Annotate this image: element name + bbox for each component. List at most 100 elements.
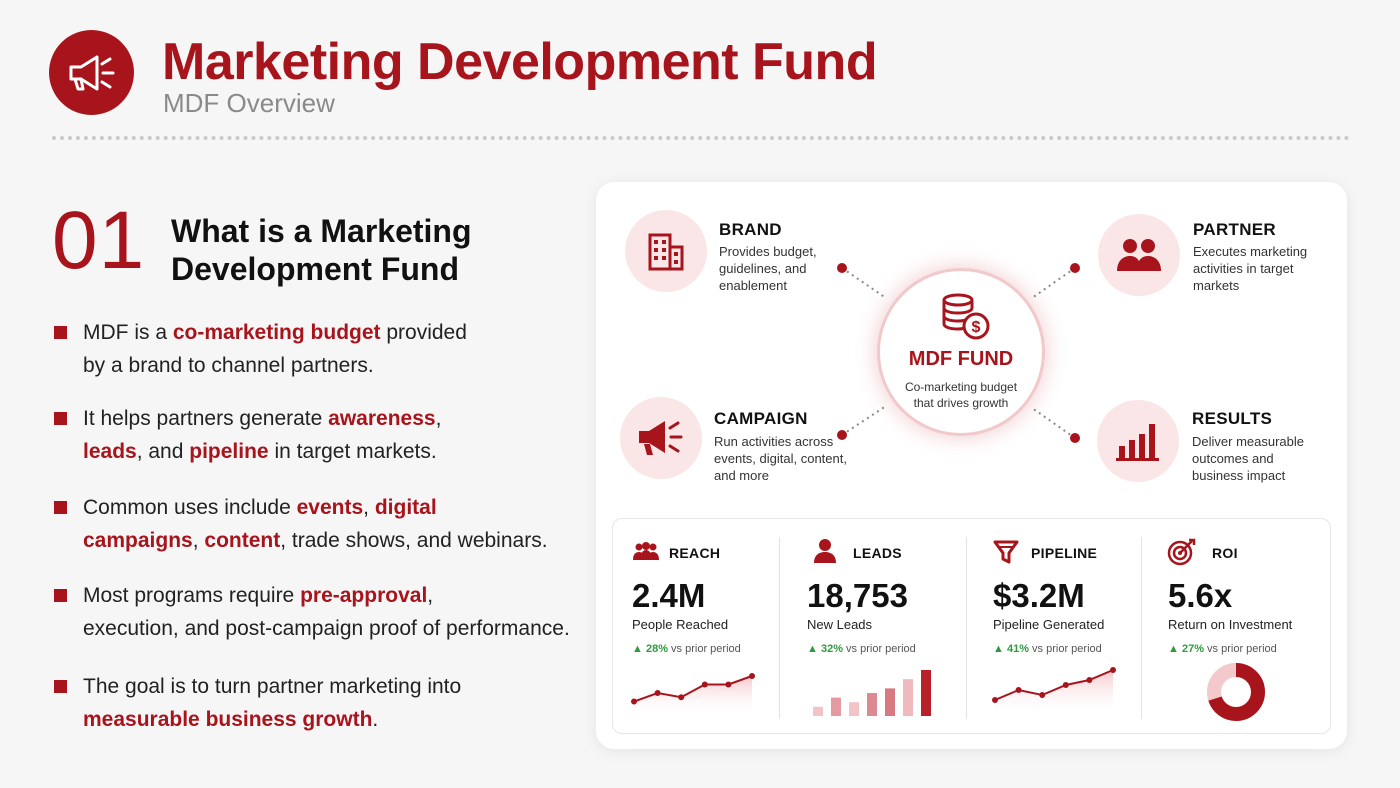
bullet-highlight: campaigns: [83, 529, 193, 552]
roi-change: ▲ 27% vs prior period: [1168, 643, 1277, 655]
funnel-icon: [993, 540, 1019, 564]
sparkline-point: [701, 681, 708, 688]
bullet-highlight: digital: [374, 496, 437, 519]
up-arrow-icon: ▲: [807, 643, 818, 655]
results-node-desc: Deliver measurable outcomes and business…: [1192, 433, 1332, 484]
pipeline-change-suffix: vs prior period: [1032, 643, 1102, 655]
bullet-highlight: leads: [83, 440, 137, 463]
bullet-segment: Most programs require: [83, 584, 301, 607]
bullet-line: Common uses include events, digital: [83, 491, 573, 524]
bar-chart-icon: [1116, 424, 1159, 461]
building-icon: [648, 233, 684, 271]
sparkline-point: [992, 697, 998, 703]
people-icon: [633, 542, 659, 560]
leads-sparkbars: [813, 670, 931, 716]
section-title-line1: What is a Marketing: [171, 213, 472, 249]
bullet-text: The goal is to turn partner marketing in…: [83, 670, 573, 736]
bullet-segment: ,: [363, 496, 375, 519]
pipeline-change-pct: 41%: [1006, 643, 1029, 655]
campaign-node-title: CAMPAIGN: [714, 409, 808, 428]
bullet-text: Most programs require pre-approval, execu…: [83, 579, 573, 645]
reach-sparkline: [631, 673, 755, 716]
partner-node-title: PARTNER: [1193, 220, 1277, 239]
reach-subtitle: People Reached: [632, 617, 729, 632]
bullet-segment: execution, and post-campaign proof of pe…: [83, 617, 570, 640]
person-icon: [814, 539, 836, 563]
campaign-node-icon: [620, 397, 702, 479]
campaign-node-desc: Run activities across events, digital, c…: [714, 433, 864, 484]
bullet-highlight: pipeline: [189, 440, 269, 463]
sparkbar: [885, 688, 895, 716]
sparkline-point: [1086, 677, 1093, 683]
bullet-line: by a brand to channel partners.: [83, 349, 573, 382]
bullet-square-icon: [54, 412, 67, 425]
bullet-segment: ,: [427, 584, 434, 607]
roi-value: 5.6x: [1168, 577, 1233, 614]
bullet-segment: The goal is to turn partner marketing in…: [83, 675, 462, 698]
leads-subtitle: New Leads: [807, 617, 873, 632]
roi-change-suffix: vs prior period: [1207, 643, 1277, 655]
sparkline-point: [678, 694, 685, 701]
sparkline-point: [1015, 687, 1022, 693]
reach-change-pct: 28%: [645, 643, 668, 655]
sparkline-point: [749, 673, 755, 679]
section-title-line2: Development Fund: [171, 251, 460, 287]
partner-desc-line: Executes marketing: [1193, 244, 1308, 259]
bullet-highlight: events: [296, 496, 364, 519]
mdf-fund-hub: $ MDF FUND Co-marketing budget that driv…: [877, 268, 1045, 436]
bullet-segment: by a brand to channel partners.: [83, 354, 374, 377]
bullet-square-icon: [54, 680, 67, 693]
roi-subtitle: Return on Investment: [1168, 617, 1293, 632]
bullet-segment: .: [372, 708, 379, 731]
page-subtitle: MDF Overview: [163, 88, 335, 118]
sparkbar: [921, 670, 931, 716]
reach-change: ▲ 28% vs prior period: [632, 643, 741, 655]
bullet-line: Most programs require pre-approval,: [83, 579, 573, 612]
sparkline-line: [994, 669, 1114, 701]
hub-desc-line1: Co-marketing budget: [904, 380, 1018, 394]
sparkbar: [831, 697, 841, 716]
bullet-segment: Common uses include: [83, 496, 297, 519]
bullet-segment: , and: [136, 440, 190, 463]
sparkline-area: [634, 676, 752, 716]
up-arrow-icon: ▲: [632, 643, 643, 655]
sparkline-point: [631, 698, 637, 705]
pipeline-sparkline: [992, 667, 1116, 716]
bullet-highlight: co-marketing budget: [172, 321, 381, 344]
sparkline-line: [633, 675, 753, 703]
sparkline-point: [654, 690, 661, 696]
partner-desc-line: activities in target: [1193, 261, 1294, 276]
svg-text:$: $: [972, 319, 981, 336]
bullet-segment: in target markets.: [268, 440, 437, 463]
leads-label: LEADS: [853, 545, 902, 561]
campaign-desc-line: and more: [714, 468, 769, 483]
logo-badge: [49, 30, 134, 115]
pipeline-subtitle: Pipeline Generated: [993, 617, 1105, 632]
sparkline-point: [1039, 692, 1046, 698]
results-desc-line: outcomes and: [1192, 451, 1274, 466]
metric-separator: [1141, 537, 1142, 719]
bullet-highlight: pre-approval: [300, 584, 428, 607]
bullet-segment: provided: [380, 321, 467, 344]
campaign-desc-line: events, digital, content,: [714, 451, 847, 466]
leads-change: ▲ 32% vs prior period: [807, 643, 916, 655]
bullet-text: MDF is a co-marketing budget provided by …: [83, 316, 573, 382]
bullet-highlight: content: [204, 529, 281, 552]
roi-label: ROI: [1212, 545, 1238, 561]
donut-value: [1207, 663, 1265, 721]
bullet-line: It helps partners generate awareness,: [83, 402, 573, 435]
bullet-square-icon: [54, 326, 67, 339]
section-number: 01: [52, 195, 146, 286]
sparkline-point: [1062, 682, 1069, 688]
bullet-line: MDF is a co-marketing budget provided: [83, 316, 573, 349]
brand-desc-line: guidelines, and: [719, 261, 807, 276]
up-arrow-icon: ▲: [993, 643, 1004, 655]
bullet-line: The goal is to turn partner marketing in…: [83, 670, 573, 703]
brand-node-desc: Provides budget, guidelines, and enablem…: [719, 243, 859, 294]
hub-description: Co-marketing budget that drives growth: [880, 379, 1042, 411]
bullet-line: leads, and pipeline in target markets.: [83, 435, 573, 468]
pipeline-value: $3.2M: [993, 577, 1085, 614]
bullet-segment: , trade shows, and webinars.: [280, 529, 548, 552]
bullet-segment: ,: [435, 407, 442, 430]
